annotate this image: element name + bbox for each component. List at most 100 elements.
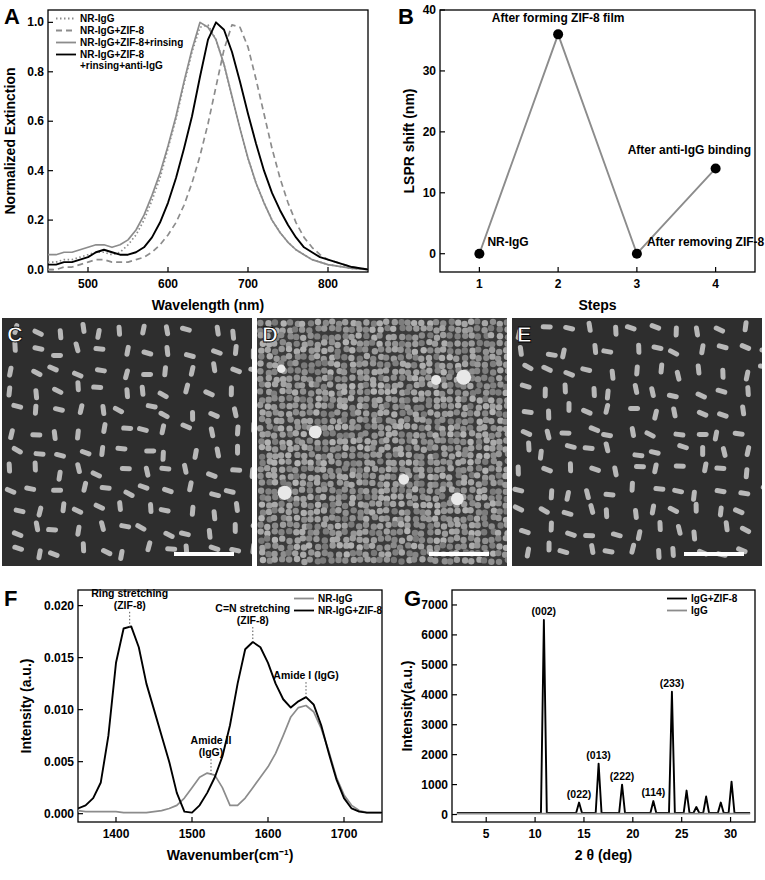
grain bbox=[362, 430, 368, 436]
grain bbox=[287, 319, 293, 325]
grain bbox=[371, 557, 377, 563]
y-tick bbox=[78, 657, 83, 658]
grain bbox=[341, 369, 347, 375]
grain bbox=[307, 481, 313, 487]
grain bbox=[371, 494, 377, 500]
grain bbox=[441, 340, 447, 346]
grain bbox=[280, 339, 286, 345]
grain bbox=[369, 445, 375, 451]
grain bbox=[271, 515, 277, 521]
nanorod bbox=[53, 406, 66, 414]
nanorod bbox=[634, 364, 640, 376]
grain bbox=[384, 444, 390, 450]
grain bbox=[316, 395, 322, 401]
grain bbox=[309, 354, 315, 360]
grain bbox=[455, 402, 461, 408]
nanorod bbox=[560, 347, 567, 360]
y-tick-label: 3000 bbox=[421, 718, 448, 732]
nanorod bbox=[13, 507, 26, 515]
grain bbox=[329, 487, 335, 493]
grain bbox=[412, 530, 418, 536]
grain bbox=[364, 494, 370, 500]
grain bbox=[321, 425, 327, 431]
data-point bbox=[632, 249, 642, 259]
grain bbox=[412, 335, 418, 341]
y-tick-label: 4000 bbox=[421, 688, 448, 702]
grain bbox=[392, 521, 398, 527]
grain bbox=[376, 556, 382, 562]
grain bbox=[357, 397, 363, 403]
grain bbox=[489, 409, 495, 415]
chart-panel: 1234010203040StepsLSPR shift (nm)NR-IgGA… bbox=[401, 3, 765, 313]
data-point bbox=[711, 163, 721, 173]
grain bbox=[264, 465, 270, 471]
grain bbox=[266, 472, 272, 478]
nanorod bbox=[584, 488, 592, 501]
grain bbox=[448, 536, 454, 542]
grain bbox=[383, 376, 389, 382]
nanorod bbox=[52, 429, 58, 442]
nanorod bbox=[164, 324, 171, 337]
grain bbox=[357, 416, 363, 422]
plot-frame bbox=[452, 590, 755, 822]
grain bbox=[364, 389, 370, 395]
grain bbox=[502, 418, 507, 424]
grain bbox=[272, 522, 278, 528]
grain bbox=[421, 411, 427, 417]
grain bbox=[391, 487, 397, 493]
grain bbox=[483, 355, 489, 361]
grain bbox=[404, 416, 410, 422]
nanorod bbox=[214, 446, 221, 459]
grain bbox=[279, 458, 285, 464]
nanorod bbox=[612, 465, 619, 478]
grain bbox=[337, 542, 343, 548]
annotation: (233) bbox=[660, 677, 685, 689]
nanorod bbox=[158, 507, 171, 514]
nanorod bbox=[187, 480, 194, 493]
grain bbox=[267, 353, 273, 359]
grain bbox=[427, 409, 433, 415]
grain bbox=[440, 396, 446, 402]
nanorod bbox=[71, 506, 84, 516]
grain bbox=[287, 416, 293, 422]
grain bbox=[386, 431, 392, 437]
grain bbox=[377, 361, 383, 367]
point-label: After removing ZIF-8 bbox=[647, 235, 765, 249]
grain bbox=[455, 544, 461, 550]
nanorod bbox=[524, 546, 531, 559]
nanorod bbox=[145, 403, 158, 410]
grain bbox=[300, 473, 306, 479]
grain bbox=[496, 404, 502, 410]
nanorod bbox=[144, 448, 156, 453]
grain bbox=[496, 559, 502, 565]
grain bbox=[469, 522, 475, 528]
grain bbox=[454, 557, 460, 563]
nanorod bbox=[739, 525, 752, 535]
x-tick bbox=[632, 817, 633, 822]
grain bbox=[427, 467, 433, 473]
legend-label: NR-IgG+ZIF-8 bbox=[80, 25, 145, 36]
grain bbox=[307, 397, 313, 403]
grain bbox=[413, 445, 419, 451]
nanorod bbox=[566, 401, 571, 413]
grain bbox=[321, 339, 327, 345]
grain bbox=[314, 551, 320, 557]
grain bbox=[406, 353, 412, 359]
y-axis-label: LSPR shift (nm) bbox=[401, 89, 417, 194]
grain bbox=[342, 557, 348, 563]
grain bbox=[503, 437, 507, 443]
nanorod bbox=[4, 486, 17, 495]
grain bbox=[321, 367, 327, 373]
nanorod bbox=[544, 428, 552, 441]
annotation: (ZIF-8) bbox=[237, 614, 269, 626]
grain bbox=[293, 430, 299, 436]
grain bbox=[329, 439, 335, 445]
grain bbox=[371, 550, 377, 556]
grain bbox=[307, 437, 313, 443]
nanorod bbox=[656, 548, 662, 560]
grain bbox=[336, 531, 342, 537]
grain bbox=[307, 487, 313, 493]
grain bbox=[321, 403, 327, 409]
grain bbox=[502, 482, 507, 488]
nanorod bbox=[694, 325, 701, 338]
